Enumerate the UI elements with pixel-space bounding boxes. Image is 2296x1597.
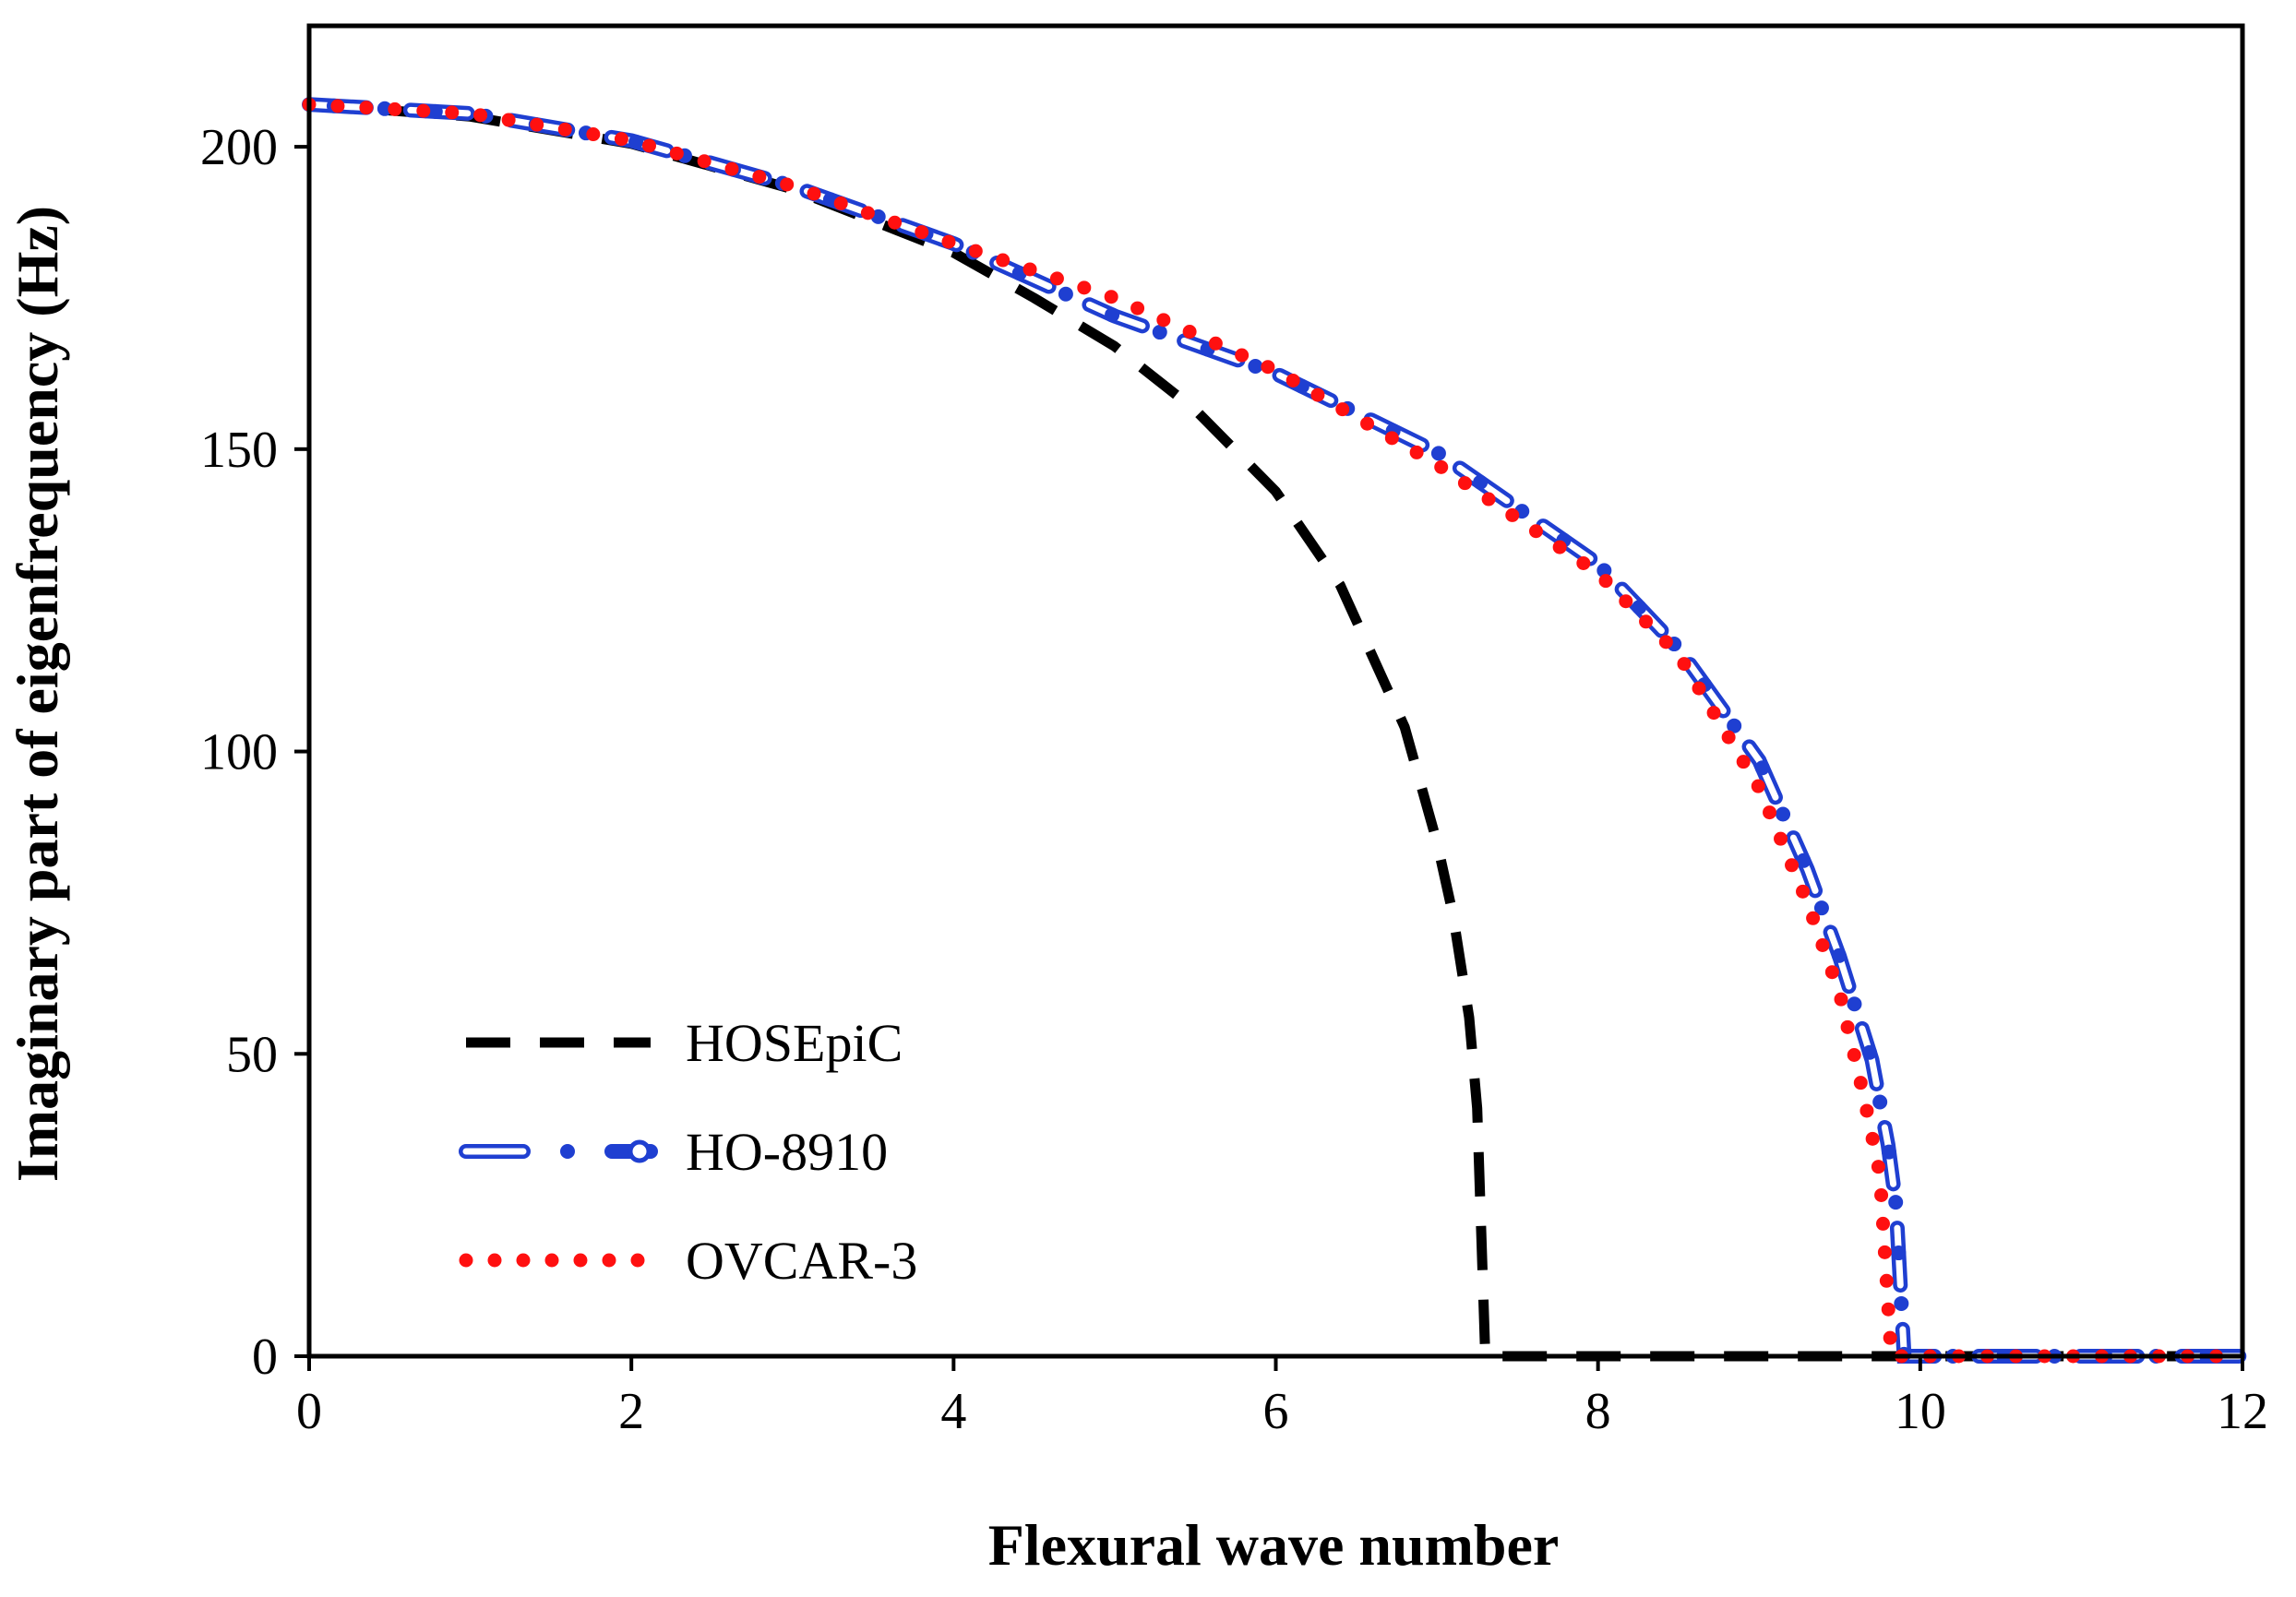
x-tick-label: 8 xyxy=(1585,1383,1611,1440)
legend-label: OVCAR-3 xyxy=(686,1231,917,1291)
y-tick-label: 200 xyxy=(200,119,278,176)
legend-swatch-ring xyxy=(628,1139,652,1163)
legend: HOSEpiC HO-8910 OVCAR-3 xyxy=(459,1013,917,1291)
x-tick-label: 0 xyxy=(296,1383,322,1440)
legend-label: HO-8910 xyxy=(686,1122,888,1182)
x-tick-label: 2 xyxy=(618,1383,644,1440)
series-dots-ho-8910 xyxy=(302,97,2250,1364)
y-tick-label: 100 xyxy=(200,724,278,781)
y-tick-label: 0 xyxy=(252,1329,278,1386)
legend-label: HOSEpiC xyxy=(686,1013,903,1073)
x-tick-label: 6 xyxy=(1263,1383,1289,1440)
series-line-hosepic xyxy=(308,99,2242,1362)
y-tick-label: 150 xyxy=(200,422,278,479)
x-axis-title: Flexural wave number xyxy=(988,1512,1560,1578)
series-layer xyxy=(302,97,2250,1364)
ticks-layer: 0 2 4 6 8 10 12 0 50 100 150 200 xyxy=(200,119,2268,1440)
y-tick-label: 50 xyxy=(226,1026,278,1083)
x-tick-label: 4 xyxy=(940,1383,966,1440)
y-axis-title: Imaginary part of eigenfrequency (Hz) xyxy=(5,206,70,1182)
x-tick-label: 12 xyxy=(2217,1383,2268,1440)
x-tick-label: 10 xyxy=(1895,1383,1946,1440)
